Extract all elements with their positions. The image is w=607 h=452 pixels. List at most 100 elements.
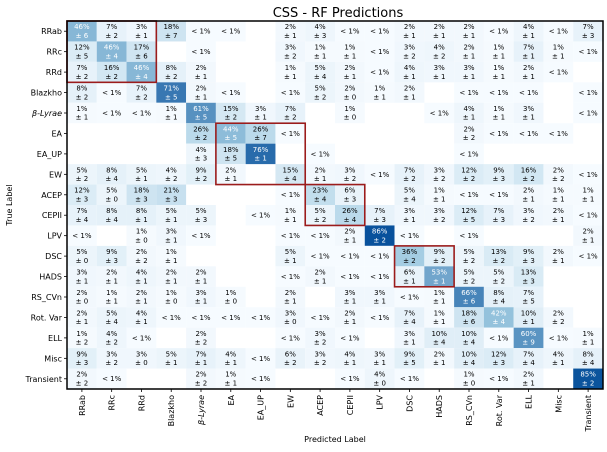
cell-value-label: 1% bbox=[344, 44, 355, 52]
x-tick-label: ACEP bbox=[316, 395, 325, 416]
cell-error-label: ± 1 bbox=[522, 32, 535, 40]
cell-error-label: ± 3 bbox=[582, 32, 595, 40]
cell-value-label: 3% bbox=[463, 64, 474, 72]
cell-value-label: 4% bbox=[344, 350, 355, 358]
heatmap-cell bbox=[335, 286, 365, 308]
cell-error-label: ± 1 bbox=[433, 298, 446, 306]
cell-error-label: ± 1 bbox=[225, 380, 238, 388]
cell-value-label: 5% bbox=[195, 207, 206, 215]
cell-error-label: ± 2 bbox=[552, 175, 565, 183]
heatmap-cell bbox=[335, 41, 365, 62]
cell-value-label: < 1% bbox=[281, 232, 301, 240]
cell-error-label: ± 2 bbox=[76, 93, 89, 101]
cell-value-label: 2% bbox=[404, 23, 415, 31]
cell-value-label: 2% bbox=[463, 23, 474, 31]
cell-value-label: 7% bbox=[404, 166, 415, 174]
cell-error-label: ± 2 bbox=[433, 216, 446, 224]
heatmap-cell bbox=[156, 102, 187, 124]
cell-value-label: 2% bbox=[553, 248, 564, 256]
cell-error-label: ± 1 bbox=[165, 236, 178, 244]
heatmap-cell bbox=[543, 164, 574, 185]
cell-value-label: 2% bbox=[434, 23, 445, 31]
cell-value-label: 7% bbox=[136, 85, 147, 93]
cell-value-label: 1% bbox=[434, 309, 445, 317]
cell-error-label: ± 2 bbox=[76, 175, 89, 183]
cell-error-label: ± 1 bbox=[493, 52, 506, 60]
cell-value-label: 5% bbox=[166, 350, 177, 358]
heatmap-cell bbox=[454, 82, 484, 103]
cell-error-label: ± 2 bbox=[284, 359, 297, 367]
cell-error-label: ± 4 bbox=[314, 196, 327, 204]
cell-value-label: 16% bbox=[104, 64, 120, 72]
heatmap-cell bbox=[305, 184, 335, 205]
cell-error-label: ± 1 bbox=[433, 359, 446, 367]
cell-value-label: 10% bbox=[521, 309, 537, 317]
cell-error-label: ± 1 bbox=[463, 32, 476, 40]
cell-error-label: ± 6 bbox=[76, 32, 89, 40]
heatmap-cell bbox=[245, 307, 276, 328]
heatmap-cell bbox=[335, 307, 365, 328]
cell-value-label: < 1% bbox=[549, 28, 569, 36]
heatmap-cell bbox=[186, 123, 216, 144]
cell-value-label: 4% bbox=[225, 350, 236, 358]
cell-value-label: 3% bbox=[106, 350, 117, 358]
heatmap-cell bbox=[573, 205, 603, 226]
cell-value-label: 8% bbox=[493, 289, 504, 297]
heatmap-cell bbox=[67, 245, 97, 267]
heatmap-cell bbox=[305, 266, 335, 287]
cell-error-label: ± 3 bbox=[493, 359, 506, 367]
cell-error-label: ± 2 bbox=[463, 175, 476, 183]
y-axis-label: True Label bbox=[5, 184, 14, 226]
heatmap-cell bbox=[513, 61, 544, 83]
cell-error-label: ± 2 bbox=[76, 380, 89, 388]
cell-value-label: 1% bbox=[434, 187, 445, 195]
cell-value-label: 15% bbox=[283, 166, 299, 174]
heatmap-cell bbox=[67, 286, 97, 308]
heatmap-cell bbox=[126, 164, 157, 185]
cell-error-label: ± 1 bbox=[522, 380, 535, 388]
cell-error-label: ± 1 bbox=[522, 73, 535, 81]
heatmap-cell bbox=[424, 21, 455, 42]
heatmap-cell bbox=[126, 61, 157, 83]
cell-value-label: 5% bbox=[463, 248, 474, 256]
cell-value-label: 2% bbox=[553, 309, 564, 317]
cell-error-label: ± 5 bbox=[522, 298, 535, 306]
heatmap-cell bbox=[305, 225, 335, 246]
cell-error-label: ± 1 bbox=[463, 52, 476, 60]
cell-error-label: ± 1 bbox=[195, 73, 208, 81]
y-tick-label: RRab bbox=[41, 27, 62, 36]
cell-error-label: ± 0 bbox=[105, 196, 118, 204]
heatmap-cell bbox=[275, 327, 306, 349]
heatmap-cell bbox=[156, 225, 187, 246]
cell-error-label: ± 2 bbox=[76, 339, 89, 347]
heatmap-cell bbox=[543, 348, 574, 369]
cell-error-label: ± 2 bbox=[433, 257, 446, 265]
cell-error-label: ± 3 bbox=[76, 359, 89, 367]
cell-value-label: 5% bbox=[106, 309, 117, 317]
cell-error-label: ± 1 bbox=[135, 277, 148, 285]
x-axis-label: Predicted Label bbox=[304, 435, 366, 444]
cell-value-label: 5% bbox=[76, 248, 87, 256]
cell-value-label: 1% bbox=[225, 289, 236, 297]
heatmap-cell bbox=[186, 164, 216, 185]
y-tick-label: RS_CVn bbox=[31, 293, 62, 302]
cell-error-label: ± 4 bbox=[403, 196, 416, 204]
cell-value-label: 1% bbox=[166, 248, 177, 256]
heatmap-cell bbox=[215, 102, 246, 124]
cell-value-label: 71% bbox=[163, 85, 179, 93]
heatmap-cell bbox=[364, 61, 395, 83]
cell-error-label: ± 2 bbox=[403, 175, 416, 183]
cell-error-label: ± 0 bbox=[76, 298, 89, 306]
heatmap-cell bbox=[364, 266, 395, 287]
heatmap-cell bbox=[513, 205, 544, 226]
cell-value-label: 7% bbox=[523, 44, 534, 52]
cell-error-label: ± 1 bbox=[403, 216, 416, 224]
heatmap-cell bbox=[305, 41, 335, 62]
y-tick-label: EA bbox=[51, 129, 62, 138]
cell-error-label: ± 1 bbox=[522, 52, 535, 60]
cell-error-label: ± 1 bbox=[76, 114, 89, 122]
cell-value-label: < 1% bbox=[579, 89, 599, 97]
cell-value-label: < 1% bbox=[340, 375, 360, 383]
cell-error-label: ± 1 bbox=[373, 359, 386, 367]
cell-error-label: ± 2 bbox=[403, 52, 416, 60]
